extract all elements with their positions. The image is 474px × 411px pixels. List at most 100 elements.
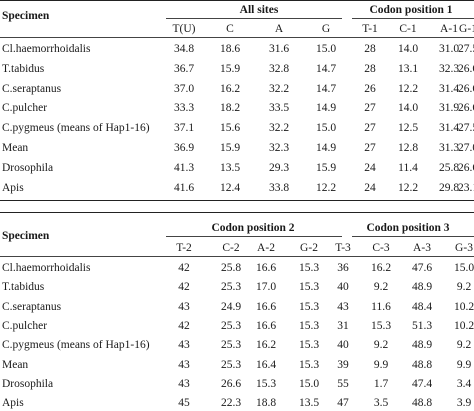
table-cell: 14.0 [397, 43, 419, 55]
column-header: G-1 [459, 23, 474, 35]
table-cell: 14.9 [315, 142, 337, 154]
table-cell: 16.6 [255, 300, 277, 313]
table-cell: 15.3 [298, 281, 320, 294]
table-cell: 32.2 [268, 122, 290, 135]
table-cell: 23.1 [457, 181, 474, 194]
table-cell: 16.6 [255, 262, 277, 274]
table-cell: 32.8 [268, 62, 290, 75]
specimen-header: Specimen [2, 230, 50, 242]
table-cell: 40 [337, 281, 349, 294]
column-header: C-2 [222, 242, 240, 254]
table-cell: 31.4 [438, 122, 460, 135]
table-cell: 27.5 [457, 43, 474, 55]
table-cell: 41.3 [173, 161, 195, 174]
table-cell: 9.9 [373, 358, 389, 371]
group-header-codon-1: Codon position 1 [369, 4, 453, 16]
table-cell: 16.4 [255, 358, 277, 371]
row-specimen: Cl.haemorrhoidalis [2, 43, 91, 55]
table-cell: 15.3 [298, 319, 320, 332]
table-cell: 55 [337, 377, 349, 390]
table-cell: 26.6 [457, 102, 474, 115]
row-specimen: Apis [2, 397, 24, 410]
table-cell: 9.2 [456, 339, 472, 352]
table-cell: 25.8 [220, 262, 242, 274]
column-header: G-3 [455, 242, 473, 254]
table-cell: 15.0 [315, 43, 337, 55]
table-cell: 24.9 [220, 300, 242, 313]
table-cell: 25.3 [220, 319, 242, 332]
row-specimen: Drosophila [2, 161, 54, 174]
table-cell: 17.0 [255, 281, 277, 294]
table-cell: 27.0 [457, 142, 474, 154]
table-cell: 31.9 [438, 102, 460, 115]
table-cell: 48.9 [411, 281, 433, 294]
table-cell: 16.2 [370, 262, 392, 274]
row-specimen: C.pygmeus (means of Hap1-16) [2, 122, 150, 135]
table-cell: 27 [364, 142, 376, 154]
table-cell: 31.0 [438, 43, 460, 55]
table-cell: 9.2 [373, 339, 389, 352]
row-specimen: T.tabidus [2, 62, 45, 75]
column-header: A [274, 23, 284, 35]
table-cell: 16.2 [255, 339, 277, 352]
table-cell: 3.9 [456, 397, 472, 410]
table-cell: 48.9 [411, 339, 433, 352]
table-cell: 25.8 [438, 161, 460, 174]
table-cell: 9.2 [456, 281, 472, 294]
group-header-codon-3: Codon position 3 [366, 222, 450, 234]
table-cell: 42 [178, 281, 190, 294]
table-cell: 12.2 [397, 181, 419, 194]
table-cell: 31.6 [268, 43, 290, 55]
table-cell: 10.2 [453, 300, 474, 313]
table-cell: 40 [337, 339, 349, 352]
group-rule-codon-1 [352, 18, 474, 19]
table-cell: 15.0 [298, 377, 320, 390]
table-cell: 18.2 [219, 102, 241, 115]
group-header-all-sites: All sites [239, 4, 279, 16]
table-cell: 1.7 [373, 377, 389, 390]
table-cell: 10.2 [453, 319, 474, 332]
table-cell: 33.5 [268, 102, 290, 115]
column-header: A-3 [413, 242, 431, 254]
table-cell: 22.3 [220, 397, 242, 410]
table-cell: 11.6 [371, 300, 391, 313]
table-codon-2-3: Specimen Codon position 2 Codon position… [0, 212, 474, 411]
table-cell: 34.8 [173, 43, 195, 55]
table-cell: 25.3 [220, 339, 242, 352]
table-cell: 47 [337, 397, 349, 410]
column-header: C [226, 23, 234, 35]
column-header: T-2 [176, 242, 192, 254]
table-cell: 15.9 [219, 62, 241, 75]
row-specimen: T.tabidus [2, 281, 45, 294]
table-cell: 3.4 [456, 377, 472, 390]
table-cell: 15.3 [370, 319, 392, 332]
table-cell: 33.3 [173, 102, 195, 115]
table-cell: 47.6 [411, 262, 433, 274]
table-cell: 12.2 [315, 181, 337, 194]
table-cell: 18.6 [219, 43, 241, 55]
column-header: T-1 [362, 23, 378, 35]
table-cell: 32.3 [438, 62, 460, 75]
top-rule [0, 0, 474, 1]
table-cell: 29.3 [268, 161, 290, 174]
table-cell: 13.5 [298, 397, 320, 410]
table-cell: 48.8 [411, 358, 433, 371]
table-cell: 42 [178, 262, 190, 274]
table-cell: 37.0 [173, 82, 195, 95]
table-cell: 36.9 [173, 142, 195, 154]
table-cell: 28 [364, 62, 376, 75]
bottom-rule [0, 200, 474, 201]
group-header-codon-2: Codon position 2 [211, 222, 295, 234]
column-header: C-3 [372, 242, 390, 254]
top-rule [0, 212, 474, 213]
group-rule-codon-2 [166, 236, 342, 237]
table-cell: 18.8 [255, 397, 277, 410]
table-cell: 12.4 [219, 181, 241, 194]
table-cell: 32.3 [268, 142, 290, 154]
table-cell: 39 [337, 358, 349, 371]
table-cell: 48.8 [411, 397, 433, 410]
row-specimen: Drosophila [2, 377, 54, 390]
table-cell: 14.7 [315, 62, 337, 75]
table-cell: 3.5 [373, 397, 389, 410]
table-cell: 24 [364, 161, 376, 174]
